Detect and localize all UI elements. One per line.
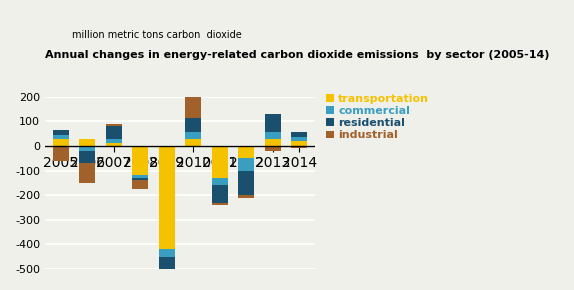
Bar [185,118,201,132]
Bar [79,151,95,163]
Bar [291,137,307,141]
Bar [238,195,254,197]
Bar [185,132,201,139]
Bar [185,86,201,118]
Text: million metric tons carbon  dioxide: million metric tons carbon dioxide [72,30,242,40]
Bar [291,132,307,137]
Text: Annual changes in energy-related carbon dioxide emissions  by sector (2005-14): Annual changes in energy-related carbon … [45,50,549,60]
Bar [159,146,174,249]
Bar [212,178,228,185]
Legend: transportation, commercial, residential, industrial: transportation, commercial, residential,… [326,94,429,140]
Bar [238,171,254,195]
Bar [133,175,148,178]
Bar [185,139,201,146]
Bar [106,144,122,146]
Bar [291,141,307,146]
Bar [212,202,228,205]
Bar [265,139,281,146]
Bar [133,180,148,189]
Bar [265,132,281,139]
Bar [265,146,281,151]
Bar [159,257,174,269]
Bar [79,163,95,183]
Bar [133,146,148,175]
Bar [291,146,307,148]
Bar [106,124,122,126]
Bar [133,178,148,180]
Bar [106,139,122,144]
Bar [159,249,174,257]
Bar [79,139,95,146]
Bar [238,158,254,171]
Bar [212,185,228,202]
Bar [238,146,254,158]
Bar [53,130,69,135]
Bar [159,269,174,290]
Bar [53,135,69,139]
Bar [265,114,281,132]
Bar [53,146,69,161]
Bar [79,146,95,151]
Bar [53,139,69,146]
Bar [212,146,228,178]
Bar [106,126,122,139]
